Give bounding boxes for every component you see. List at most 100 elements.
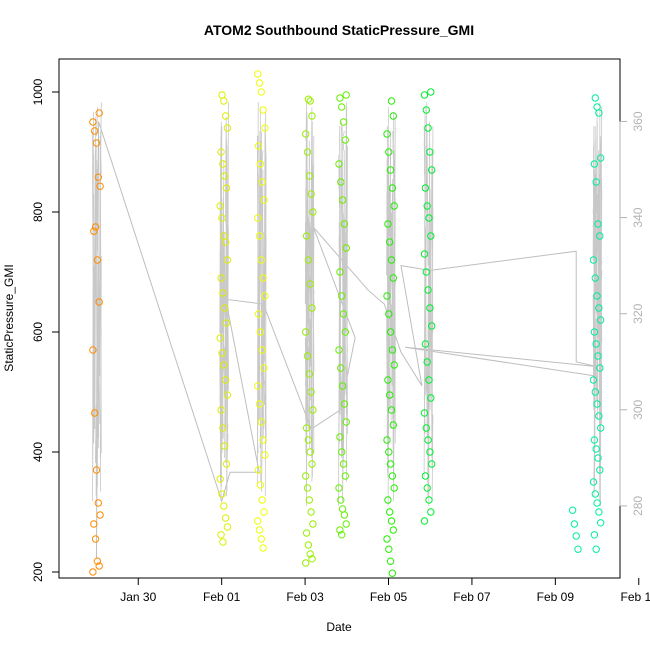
y-tick-label: 600 [31,322,45,342]
data-point [94,173,103,181]
data-point [96,182,104,190]
data-point [218,214,226,222]
data-point [338,531,346,539]
data-point [90,520,98,528]
data-point [389,421,397,429]
data-point [217,148,225,156]
data-point [254,70,262,78]
data-point [338,505,347,513]
data-point [308,112,316,120]
data-point [426,148,434,156]
data-point [386,508,394,516]
data-point [390,202,398,210]
y-axis-label: StaticPressure_GMI [2,264,16,371]
data-point [92,139,101,147]
data-point [309,208,317,216]
x-tick-label: Feb 05 [370,590,408,604]
data-point [590,160,599,168]
data-point [591,490,599,498]
data-point [424,286,432,294]
data-point [256,160,265,168]
data-point [95,109,103,117]
data-point [259,106,267,114]
data-point [335,484,343,492]
data-point [95,562,103,570]
data-point [568,506,577,514]
data-point [258,496,266,504]
y2-tick-label: 320 [631,303,645,323]
x-tick-label: Feb 07 [453,590,491,604]
data-point [302,232,311,240]
data-point [426,448,434,456]
data-point [592,178,600,186]
data-point [259,544,267,552]
x-axis-label: Date [326,620,352,634]
data-point [574,545,582,553]
data-point [307,388,315,396]
data-point [335,160,343,168]
data-point [91,409,99,417]
data-point [257,256,265,264]
chart-title: ATOM2 Southbound StaticPressure_GMI [204,22,474,38]
data-point [216,202,224,210]
series-2 [216,91,232,546]
data-point [590,436,599,444]
data-point [221,172,229,180]
profile-trace [338,102,348,506]
data-point [91,223,100,231]
y-tick-label: 1000 [31,78,45,105]
data-point [221,112,230,120]
data-point [93,256,102,264]
series-6 [383,97,398,577]
data-point [220,502,228,510]
data-point [572,532,580,540]
data-point [589,256,598,264]
data-point [385,148,393,156]
data-point [340,511,349,519]
data-point [260,196,268,204]
data-point [307,190,315,198]
data-point [384,220,392,228]
data-point [305,496,313,504]
overlay-layer [92,102,603,559]
data-point [595,412,603,420]
data-point [427,508,435,516]
profile-trace [423,102,434,506]
data-point [595,508,603,516]
data-point [591,274,599,282]
data-point [304,256,313,264]
data-point [89,118,97,126]
data-point [593,400,601,408]
data-point [303,352,312,360]
data-point [302,472,310,480]
data-point [223,523,232,531]
data-point [95,298,103,306]
data-point [389,526,397,534]
data-point [254,214,262,222]
data-point [92,466,101,474]
data-point [257,88,265,96]
data-point [428,322,436,330]
data-point [390,484,398,492]
y2-axis: 280 300 320 340 360 [619,111,645,516]
data-point [338,196,347,204]
data-point [388,184,397,192]
data-point [216,475,224,483]
profile-trace [219,102,229,502]
data-point [307,508,315,516]
y-tick-label: 400 [31,442,45,462]
data-point [308,460,316,468]
data-point [594,454,602,462]
data-point [593,499,601,507]
data-point [305,172,313,180]
points-layer [89,70,605,577]
data-point [421,472,430,480]
data-point [597,519,605,527]
data-point [254,142,263,150]
data-point [595,304,603,312]
data-point [255,400,264,408]
data-point [219,160,227,168]
data-point [217,406,225,414]
data-point [308,555,316,563]
